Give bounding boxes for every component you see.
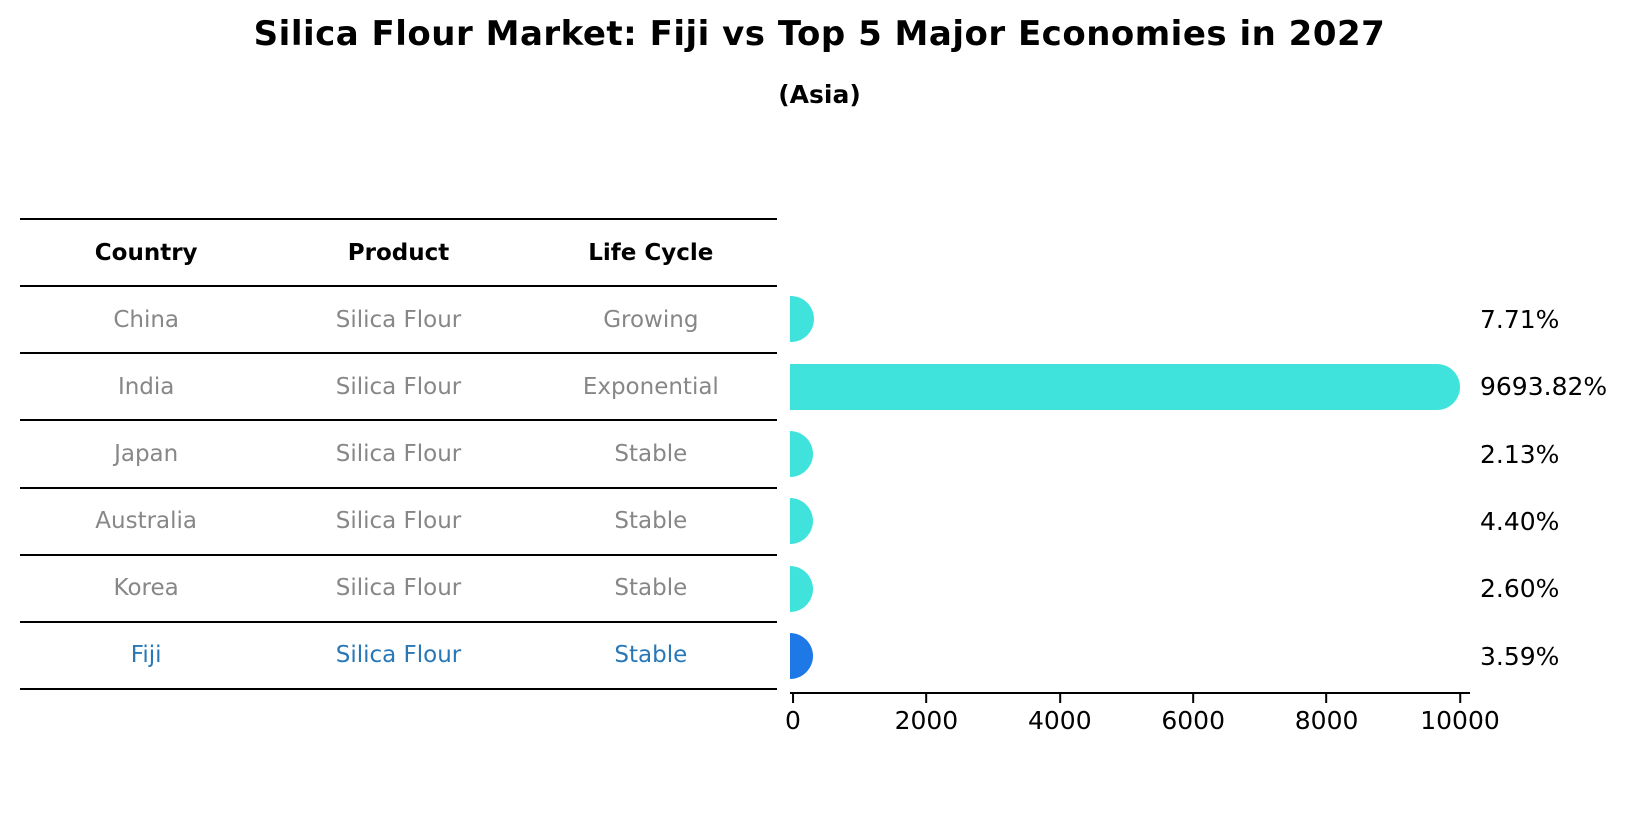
table-row-fiji: Fiji Silica Flour Stable (20, 620, 777, 688)
cell-country: Australia (95, 508, 198, 535)
cell-product: Silica Flour (335, 575, 462, 602)
table-row-australia: Australia Silica Flour Stable (20, 486, 777, 554)
chart-subtitle: (Asia) (778, 80, 861, 109)
tick-mark (1459, 694, 1461, 703)
cell-country: Japan (114, 440, 179, 467)
col-header-life-cycle: Life Cycle (588, 239, 714, 266)
x-tick-label: 4000 (1027, 706, 1092, 735)
bar-australia (790, 498, 814, 545)
cell-life-cycle: Exponential (582, 373, 719, 400)
x-tick-label: 0 (785, 706, 801, 735)
bar-fiji (790, 633, 814, 680)
tick-mark (1325, 694, 1328, 703)
table-row-korea: Korea Silica Flour Stable (20, 553, 777, 621)
table-row-china: China Silica Flour Growing (20, 285, 777, 352)
value-label-japan: 2.13% (1480, 439, 1560, 469)
x-tick-8000: 8000 (1294, 692, 1359, 735)
x-tick-2000: 2000 (894, 692, 959, 735)
x-tick-0: 0 (785, 692, 801, 735)
cell-product: Silica Flour (335, 373, 462, 400)
col-header-country: Country (94, 239, 198, 266)
cell-product: Silica Flour (335, 508, 462, 535)
bar-japan (790, 431, 814, 478)
value-label-fiji: 3.59% (1480, 641, 1560, 671)
tick-mark (925, 694, 928, 703)
cell-product: Silica Flour (335, 306, 462, 333)
bar-chart (790, 286, 1490, 691)
x-tick-6000: 6000 (1161, 692, 1225, 735)
table-row-india: India Silica Flour Exponential (20, 352, 777, 419)
x-tick-label: 8000 (1294, 706, 1359, 735)
cell-life-cycle: Stable (614, 508, 688, 535)
cell-life-cycle: Stable (614, 642, 688, 669)
table-header-row: Country Product Life Cycle (20, 218, 777, 285)
chart-title: Silica Flour Market: Fiji vs Top 5 Major… (253, 14, 1386, 54)
tick-mark (1058, 694, 1061, 703)
col-header-product: Product (347, 239, 450, 266)
cell-life-cycle: Stable (614, 575, 688, 602)
cell-product: Silica Flour (335, 642, 462, 669)
tick-mark (792, 694, 794, 703)
x-tick-label: 10000 (1420, 706, 1500, 735)
value-label-korea: 2.60% (1480, 574, 1560, 604)
x-axis-line (790, 692, 1470, 694)
value-label-india: 9693.82% (1480, 372, 1608, 402)
cell-life-cycle: Growing (603, 306, 699, 333)
cell-country: China (113, 306, 180, 333)
tick-mark (1192, 694, 1195, 703)
value-label-china: 7.71% (1480, 304, 1560, 334)
x-tick-label: 6000 (1161, 706, 1225, 735)
x-tick-10000: 10000 (1420, 692, 1500, 735)
table-row-japan: Japan Silica Flour Stable (20, 419, 777, 486)
value-label-australia: 4.40% (1480, 506, 1560, 536)
cell-country: Korea (113, 575, 179, 602)
cell-country: Fiji (130, 642, 162, 669)
country-table: Country Product Life Cycle China Silica … (20, 218, 777, 690)
bar-india (790, 363, 1460, 410)
x-tick-4000: 4000 (1028, 692, 1092, 735)
bar-korea (790, 565, 814, 612)
cell-country: India (117, 373, 175, 400)
value-labels: 7.71% 9693.82% 2.13% 4.40% 2.60% 3.59% (1480, 286, 1635, 691)
cell-life-cycle: Stable (614, 440, 688, 467)
cell-product: Silica Flour (335, 440, 462, 467)
x-axis: 0 2000 4000 6000 8000 10000 (785, 692, 1500, 742)
bar-china (790, 296, 814, 343)
x-tick-label: 2000 (894, 706, 959, 735)
